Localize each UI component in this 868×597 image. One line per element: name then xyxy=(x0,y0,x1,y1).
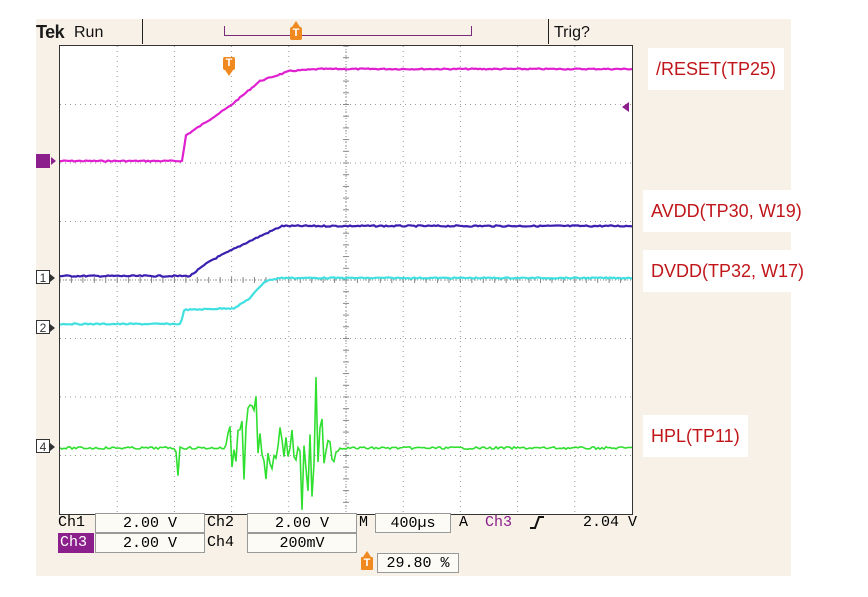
waveform-graticule xyxy=(59,45,633,515)
rising-edge-icon xyxy=(529,513,547,533)
ch3-label: Ch3 xyxy=(58,533,94,553)
ch1-ground-marker[interactable]: 1 xyxy=(36,270,55,285)
ch2-label: Ch2 xyxy=(207,514,235,531)
ch2-ground-marker[interactable]: 2 xyxy=(36,320,55,335)
timebase[interactable]: 400µs xyxy=(375,513,451,533)
acquisition-state: Run xyxy=(74,24,104,41)
record-length-indicator xyxy=(224,26,472,36)
ch4-scale[interactable]: 200mV xyxy=(247,533,357,553)
ch1-waveform xyxy=(60,224,632,278)
trigger-mode: A xyxy=(459,514,469,531)
oscilloscope-display: Tek Run T Trig? T 3 1 2 4 Ch1 2.00 V Ch2… xyxy=(36,19,791,576)
brand-logo: Tek xyxy=(36,22,65,42)
trigger-position-icon: T xyxy=(290,21,302,40)
trigger-state: Trig? xyxy=(554,24,590,41)
ch3-scale[interactable]: 2.00 V xyxy=(95,533,205,553)
dvdd-annotation: DVDD(TP32, W17) xyxy=(643,250,813,292)
readout-panel: Ch1 2.00 V Ch2 2.00 V M 400µs A Ch3 2.04… xyxy=(58,513,639,575)
status-divider xyxy=(548,19,549,44)
ch4-waveform xyxy=(60,377,632,510)
ch2-scale[interactable]: 2.00 V xyxy=(247,513,357,533)
ch3-ground-marker[interactable]: 3 xyxy=(36,154,56,168)
ch2-waveform xyxy=(60,276,632,326)
waveform-plot xyxy=(60,46,632,514)
status-divider xyxy=(142,19,143,44)
timebase-prefix: M xyxy=(359,514,369,531)
hpl-annotation: HPL(TP11) xyxy=(643,415,748,457)
ch4-ground-marker[interactable]: 4 xyxy=(36,439,55,454)
avdd-annotation: AVDD(TP30, W19) xyxy=(643,190,810,232)
ch4-label: Ch4 xyxy=(207,534,235,551)
trigger-level-arrow-icon xyxy=(622,102,629,112)
ch1-label: Ch1 xyxy=(58,514,86,531)
trigger-level: 2.04 V xyxy=(582,514,637,531)
trigger-position-icon: T xyxy=(361,551,373,570)
trigger-point-icon: T xyxy=(223,57,235,76)
trigger-position[interactable]: 29.80 % xyxy=(377,553,459,573)
scope-status-bar: Tek Run T Trig? xyxy=(36,19,791,45)
ch1-scale[interactable]: 2.00 V xyxy=(95,513,205,533)
trigger-source: Ch3 xyxy=(485,514,513,531)
reset-annotation: /RESET(TP25) xyxy=(648,48,785,90)
ch3-waveform xyxy=(60,67,632,163)
